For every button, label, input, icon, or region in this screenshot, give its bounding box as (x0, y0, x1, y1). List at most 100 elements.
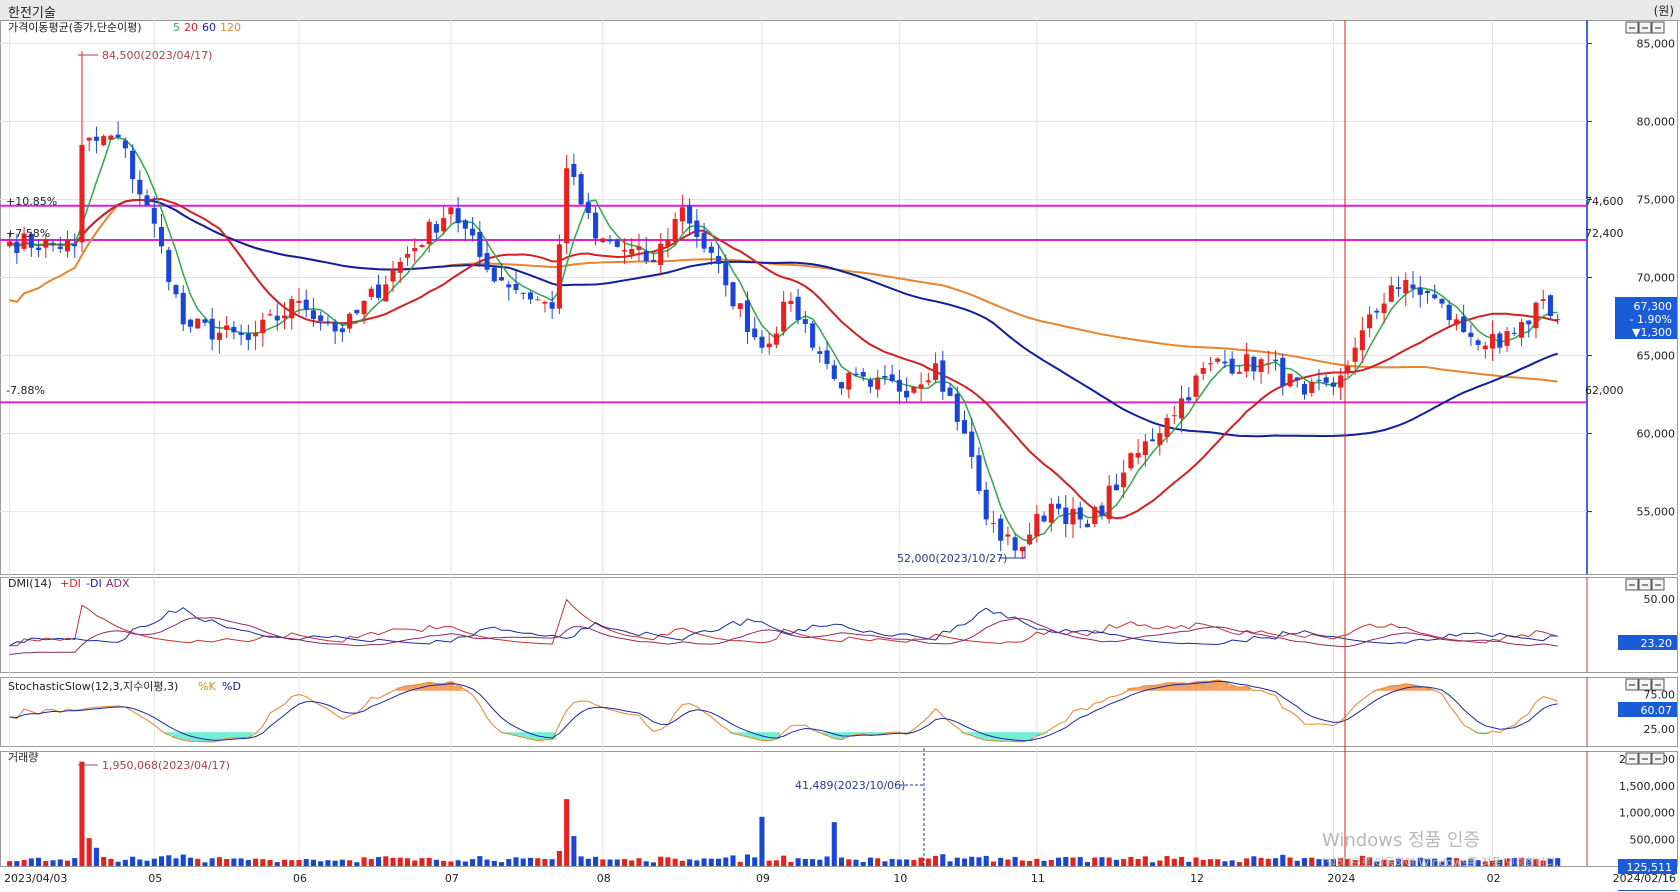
candle-body (28, 233, 34, 248)
candle-body (216, 332, 222, 341)
candle-body (1338, 375, 1344, 388)
stoch-legend-d: %D (222, 680, 241, 693)
candle-body (115, 134, 121, 138)
candle-body (484, 253, 490, 270)
volume-bar (1424, 859, 1431, 866)
ma-legend-name: 가격이동평균(종가,단순이평) (8, 21, 142, 34)
volume-bar (64, 860, 71, 866)
candle-body (281, 315, 288, 319)
axis-ticks: 55,000 60,000 65,000 70,000 75,000 80,000 85,0… (4, 37, 1676, 885)
candle-body (817, 351, 823, 354)
volume-bar (629, 860, 635, 866)
volume-bar (672, 858, 678, 866)
level-label-2: 72,400 (1585, 227, 1624, 240)
volume-bar (238, 858, 244, 866)
candle-body (773, 333, 779, 345)
overbought-fill (432, 683, 441, 691)
candle-body (1482, 345, 1488, 350)
vol-badge-value: 125,511 (1627, 861, 1673, 874)
volume-bar (571, 836, 577, 866)
oversold-fill (772, 732, 781, 740)
candle-body (470, 228, 476, 236)
dmi-badge: 23.20 (1618, 635, 1677, 650)
volume-bar (484, 859, 490, 866)
ma120-path (9, 198, 1558, 383)
candle-body (1200, 368, 1206, 374)
pane-buttons[interactable] (1625, 21, 1665, 765)
overbought-fill (1127, 688, 1135, 691)
volume-bar (1374, 861, 1380, 866)
volume-bar (462, 861, 468, 866)
candle-body (310, 310, 316, 319)
oversold-fill (505, 732, 513, 735)
volume-bar (151, 858, 157, 866)
candle-body (1533, 302, 1539, 329)
oversold-fill (1004, 732, 1012, 741)
candle-body (578, 174, 584, 205)
overbought-fill (1199, 681, 1207, 691)
volume-bar (1142, 856, 1148, 866)
volume-bar (549, 859, 555, 866)
candle-body (593, 212, 599, 239)
volume-bar (383, 856, 389, 866)
volume-bar (578, 856, 584, 866)
ma-legend-5: 5 (173, 21, 180, 34)
candle-body (1446, 304, 1452, 321)
candle-body (238, 332, 244, 336)
vol-legend-name: 거래량 (8, 751, 38, 764)
volume-bar (846, 859, 852, 866)
candle-body (1215, 358, 1221, 362)
candle-body (1041, 515, 1047, 522)
volume-bar (788, 861, 794, 866)
volume-bar (1207, 859, 1213, 866)
overbought-fill (1141, 685, 1149, 691)
oversold-fill (208, 732, 216, 742)
volume-bar (1540, 860, 1546, 866)
oversold-fill (244, 732, 252, 738)
candle-body (383, 284, 389, 302)
candle-body (1056, 503, 1062, 509)
volume-bar (875, 858, 881, 866)
candle-body (694, 220, 700, 237)
candle-body (1005, 534, 1011, 537)
oversold-fill (968, 732, 976, 736)
candlesticks[interactable] (7, 51, 1561, 560)
oversold-fill (975, 732, 983, 739)
oversold-fill (194, 732, 202, 742)
candle-body (209, 318, 215, 340)
volume-bar (1273, 858, 1279, 866)
candle-body (940, 360, 946, 392)
volume-bar (14, 861, 20, 866)
candle-body (79, 144, 85, 243)
price-badge: 67,300 - 1.90% ▼1,300 (1615, 297, 1677, 339)
candle-body (1273, 359, 1279, 361)
volume-bar (130, 856, 136, 866)
volume-bar (412, 860, 418, 866)
candle-body (36, 247, 42, 251)
volume-bar (441, 860, 447, 866)
oversold-fill (743, 732, 752, 737)
oversold-fill (512, 732, 520, 736)
stoch-y-tick-label: 75.00 (1644, 688, 1676, 701)
volume-bar (368, 858, 374, 866)
candle-body (643, 251, 649, 262)
x-tick-label: 12 (1190, 872, 1204, 885)
candle-body (875, 378, 881, 390)
price-level-lines (0, 204, 1587, 404)
oversold-fill (982, 732, 990, 741)
volume-bar (332, 860, 338, 866)
candle-body (1396, 287, 1402, 289)
overbought-fill (1380, 687, 1388, 691)
volume-bar (137, 859, 143, 866)
candle-body (1186, 397, 1192, 401)
oversold-fill (548, 732, 556, 740)
volume-bar (1555, 858, 1561, 866)
volume-bar (614, 859, 620, 866)
candle-body (1432, 294, 1438, 299)
candle-body (1142, 441, 1148, 456)
high-annotation: 84,500(2023/04/17) (102, 49, 212, 62)
volume-bar (1034, 858, 1040, 866)
vol-mark-annotation: 41,489(2023/10/06) (795, 779, 905, 792)
price-badge-value: 67,300 (1634, 300, 1673, 313)
